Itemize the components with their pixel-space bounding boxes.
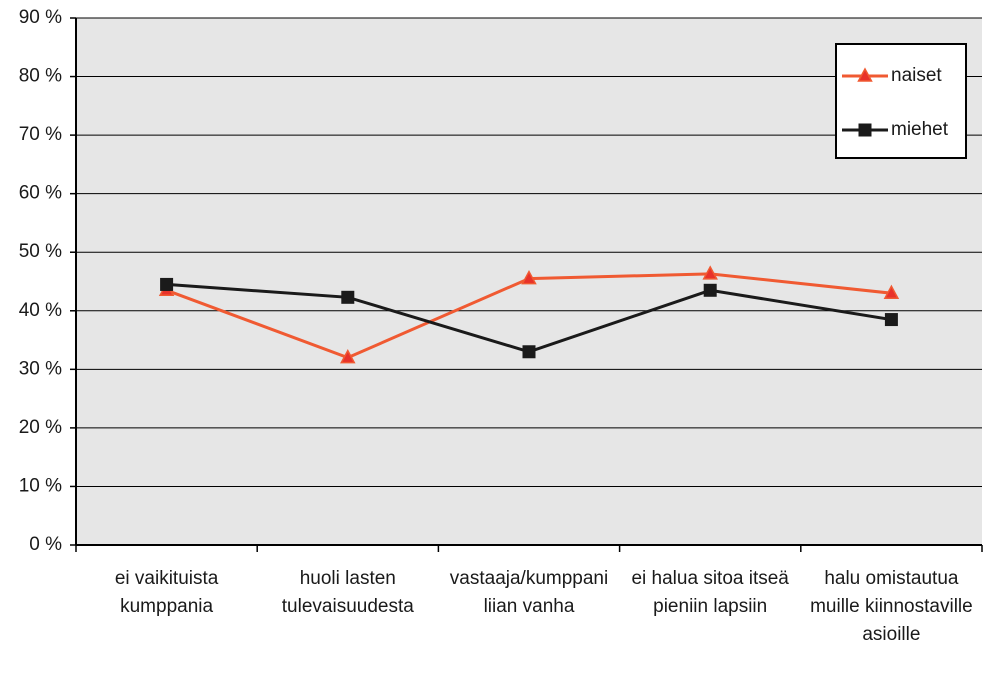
legend-box	[835, 43, 967, 159]
data-point	[521, 269, 537, 285]
data-point	[884, 313, 898, 327]
y-tick-label: 20 %	[19, 417, 62, 438]
y-tick-label: 60 %	[19, 183, 62, 204]
y-tick-label: 50 %	[19, 241, 62, 262]
data-point	[340, 349, 356, 364]
data-point	[703, 283, 717, 297]
data-point	[341, 290, 355, 304]
x-tick-label: ei vaikituista kumppania	[114, 568, 219, 617]
legend-label: naiset	[891, 65, 942, 86]
data-point	[702, 265, 718, 280]
y-tick-label: 90 %	[19, 7, 62, 28]
x-tick-label: huoli lasten tulevaisuudesta	[281, 568, 414, 617]
legend-marker	[857, 67, 873, 82]
y-tick-label: 0 %	[29, 534, 62, 555]
x-tick-label: vastaaja/kumppani liian vanha	[449, 568, 609, 617]
y-tick-label: 70 %	[19, 124, 62, 145]
legend-label: miehet	[891, 119, 949, 140]
y-tick-label: 40 %	[19, 300, 62, 321]
data-point	[522, 345, 536, 359]
y-tick-label: 80 %	[19, 66, 62, 87]
x-tick-label: halu omistautua muille kiinnostaville as…	[810, 568, 973, 645]
data-point	[160, 277, 174, 291]
y-tick-label: 10 %	[19, 475, 62, 496]
data-point	[883, 284, 900, 299]
y-tick-label: 30 %	[19, 358, 62, 379]
x-tick-label: ei halua sitoa itseä pieniin lapsiin	[631, 568, 789, 617]
legend-marker	[858, 123, 872, 137]
